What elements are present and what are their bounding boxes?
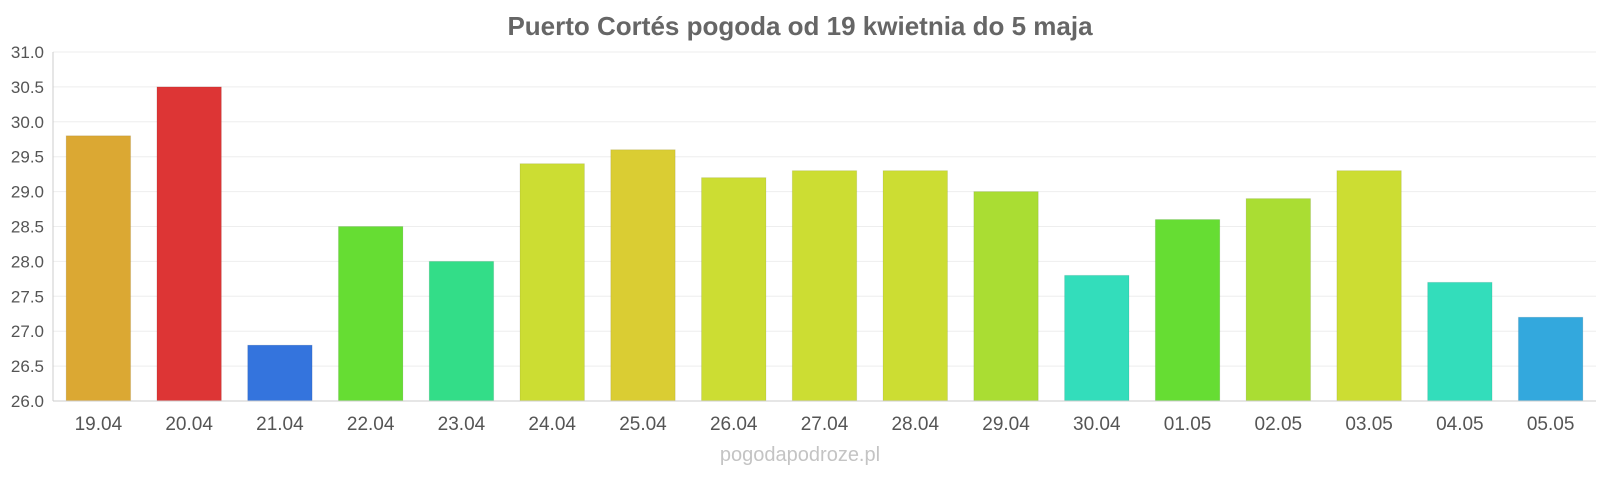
bar-29.04	[973, 191, 1039, 402]
bar-20.04	[156, 86, 222, 402]
bar-01.05	[1154, 219, 1221, 402]
x-tick-label: 01.05	[1164, 414, 1212, 435]
bar-22.04	[337, 226, 404, 402]
y-tick-label: 31.0	[11, 43, 44, 62]
bar-26.04	[701, 177, 767, 402]
y-tick-label: 26.0	[11, 392, 44, 411]
x-tick-label: 27.04	[801, 414, 849, 435]
bar-03.05	[1336, 170, 1402, 402]
bar-21.04	[247, 344, 313, 402]
x-tick-label: 02.05	[1255, 414, 1303, 435]
y-tick-label: 27.5	[11, 287, 44, 306]
bar-30.04	[1064, 274, 1130, 402]
x-tick-label: 29.04	[982, 414, 1030, 435]
y-tick-label: 30.5	[11, 78, 44, 97]
x-tick-label: 24.04	[528, 414, 576, 435]
x-tick-label: 05.05	[1527, 414, 1575, 435]
y-tick-label: 30.0	[11, 113, 44, 132]
bar-24.04	[519, 163, 585, 402]
x-tick-label: 04.05	[1436, 414, 1484, 435]
x-tick-label: 20.04	[165, 414, 213, 435]
bar-25.04	[610, 149, 676, 402]
chart-title: Puerto Cortés pogoda od 19 kwietnia do 5…	[507, 11, 1093, 41]
bar-19.04	[65, 135, 132, 402]
y-tick-label: 29.0	[11, 183, 44, 202]
x-axis-ticks: 19.04 20.04 21.04 22.04 23.04 24.04 25.04 26.04…	[75, 414, 1575, 435]
bars	[65, 86, 1584, 402]
x-tick-label: 26.04	[710, 414, 758, 435]
x-tick-label: 21.04	[256, 414, 304, 435]
y-tick-label: 28.5	[11, 218, 44, 237]
x-tick-label: 30.04	[1073, 414, 1121, 435]
y-tick-label: 29.5	[11, 148, 44, 167]
bar-04.05	[1427, 281, 1493, 402]
y-tick-label: 26.5	[11, 357, 44, 376]
bar-28.04	[882, 170, 948, 402]
y-axis-ticks: 26.0 26.5 27.0 27.5 28.0 28.5 29.0 29.5 30.0 30.5…	[11, 43, 44, 411]
site-credit: pogodapodroze.pl	[720, 444, 880, 466]
x-tick-label: 22.04	[347, 414, 395, 435]
x-tick-label: 25.04	[619, 414, 667, 435]
bar-23.04	[428, 260, 495, 402]
bar-02.05	[1245, 198, 1312, 402]
x-tick-label: 03.05	[1345, 414, 1393, 435]
bar-27.04	[791, 170, 858, 402]
x-tick-label: 23.04	[438, 414, 486, 435]
y-tick-label: 28.0	[11, 252, 44, 271]
bar-05.05	[1517, 316, 1584, 402]
x-tick-label: 28.04	[891, 414, 939, 435]
y-tick-label: 27.0	[11, 322, 44, 341]
x-tick-label: 19.04	[75, 414, 123, 435]
